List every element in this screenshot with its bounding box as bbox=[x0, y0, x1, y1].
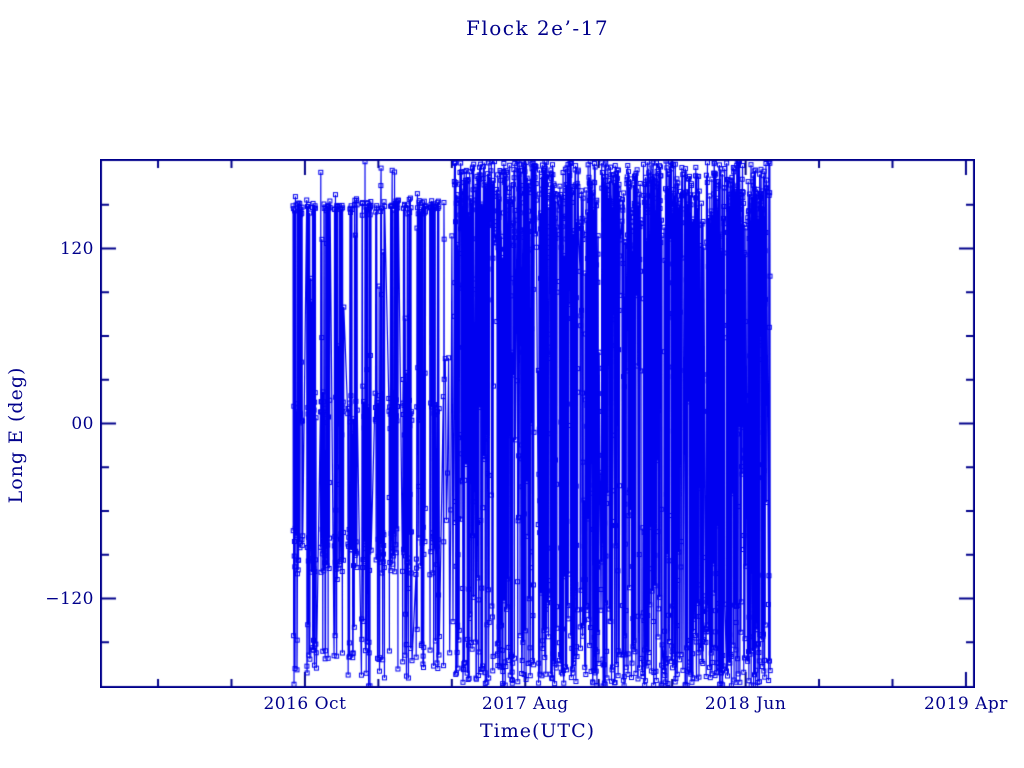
x-tick-label-2016-oct: 2016 Oct bbox=[263, 694, 347, 714]
x-tick-label-2018-jun: 2018 Jun bbox=[704, 694, 787, 714]
y-axis-title: Long E (deg) bbox=[5, 366, 27, 504]
plot-canvas bbox=[100, 159, 975, 688]
x-axis-title: Time(UTC) bbox=[479, 720, 596, 742]
x-tick-label-2017-aug: 2017 Aug bbox=[481, 694, 569, 714]
y-tick-label-00: 00 bbox=[71, 413, 94, 434]
chart-title: Flock 2e’-17 bbox=[465, 16, 610, 40]
y-tick-label-120: 120 bbox=[60, 238, 94, 259]
y-tick-label-minus120: −120 bbox=[45, 588, 94, 609]
x-tick-label-2019-apr: 2019 Apr bbox=[923, 694, 1008, 714]
